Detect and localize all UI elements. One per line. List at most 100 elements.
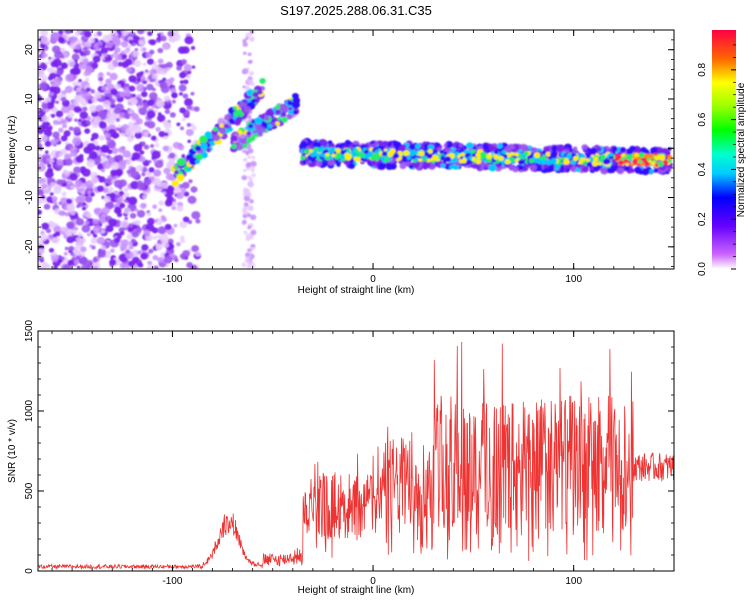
heatmap-point [114, 47, 121, 53]
heatmap-point [47, 234, 54, 240]
heatmap-point [38, 263, 42, 269]
heatmap-point [151, 87, 156, 92]
heatmap-point [284, 108, 289, 113]
heatmap-point [102, 34, 111, 43]
heatmap-point [265, 109, 275, 118]
heatmap-point [116, 154, 124, 161]
heatmap-point [50, 113, 56, 118]
heatmap-point [176, 174, 185, 182]
colorbar-ticks: 0.0 0.2 0.4 0.6 0.8 [697, 44, 736, 276]
heatmap-point [164, 109, 171, 115]
heatmap-point [141, 172, 146, 177]
heatmap-point [73, 106, 81, 113]
heatmap-point [340, 154, 345, 159]
heatmap-point [505, 159, 511, 165]
heatmap-point [163, 255, 173, 264]
heatmap-point [136, 77, 142, 82]
heatmap-point [399, 162, 407, 170]
heatmap-point [38, 163, 46, 172]
heatmap-point [187, 195, 197, 205]
heatmap-point [50, 82, 56, 87]
heatmap-point [593, 157, 599, 162]
heatmap-point [96, 185, 104, 192]
heatmap-point [257, 89, 263, 95]
heatmap-point [349, 143, 354, 148]
heatmap-point [82, 202, 87, 206]
heatmap-point [155, 99, 165, 108]
heatmap-point [247, 248, 252, 252]
heatmap-point [89, 61, 94, 65]
heatmap-point [110, 88, 118, 96]
heatmap-point [100, 245, 106, 251]
heatmap-point [49, 192, 54, 196]
heatmap-point [79, 255, 83, 259]
heatmap-point [67, 59, 76, 68]
heatmap-point [49, 72, 57, 80]
heatmap-point [144, 132, 150, 137]
heatmap-point [58, 30, 64, 35]
heatmap-point [303, 149, 309, 154]
colorbar-tick-label: 0.8 [697, 62, 708, 76]
heatmap-point [53, 265, 58, 269]
heatmap-point [184, 98, 193, 107]
heatmap-point [280, 112, 285, 116]
heatmap-point [107, 140, 117, 149]
heatmap-point [49, 139, 57, 146]
snr-series-line [38, 341, 674, 570]
heatmap-point [147, 260, 153, 266]
heatmap-point [100, 47, 109, 55]
heatmap-point [75, 155, 84, 163]
heatmap-point [133, 59, 142, 67]
heatmap-point [187, 167, 192, 171]
heatmap-point [218, 127, 227, 134]
heatmap-point [199, 135, 208, 144]
heatmap-point [60, 62, 68, 69]
heatmap-point [115, 206, 120, 211]
heatmap-point [41, 115, 50, 122]
heatmap-point [143, 80, 148, 84]
heatmap-point [352, 152, 358, 158]
heatmap-point [305, 160, 311, 165]
heatmap-point [147, 160, 152, 164]
heatmap-point [245, 252, 250, 257]
heatmap-point [85, 120, 91, 125]
heatmap-point [110, 53, 115, 58]
heatmap-point [251, 173, 256, 178]
heatmap-point [600, 167, 609, 175]
heatmap-point [287, 100, 293, 106]
heatmap-point [106, 71, 111, 76]
heatmap-point [245, 32, 251, 38]
heatmap-point [176, 192, 184, 200]
heatmap-point [654, 155, 660, 161]
snr-x-ticks: -100 0 100 [51, 331, 675, 587]
heatmap-point [55, 100, 60, 105]
heatmap-point [620, 147, 626, 152]
heatmap-point [136, 83, 145, 92]
heatmap-point [84, 41, 92, 48]
heatmap-point [267, 124, 273, 129]
heatmap-point [51, 254, 60, 263]
heatmap-point [92, 233, 98, 238]
heatmap-point [75, 44, 82, 50]
heatmap-point [299, 142, 307, 150]
heatmap-point [614, 156, 620, 162]
heatmap-point [412, 162, 420, 169]
heatmap-point [90, 176, 99, 184]
heatmap-point [80, 237, 87, 243]
heatmap-point [452, 157, 458, 163]
heatmap-point [74, 259, 80, 265]
heatmap-point [171, 206, 176, 211]
heatmap-point [183, 63, 192, 72]
heatmap-point [125, 67, 132, 73]
heatmap-point [212, 126, 218, 132]
heatmap-point [209, 140, 215, 146]
heatmap-point [44, 150, 49, 154]
heatmap-point [51, 45, 61, 54]
heatmap-point [119, 231, 125, 236]
heatmap-point [561, 157, 566, 161]
heatmap-point [288, 106, 293, 111]
heatmap-point [38, 68, 44, 77]
heatmap-point [486, 153, 493, 160]
heatmap-point [75, 241, 84, 249]
